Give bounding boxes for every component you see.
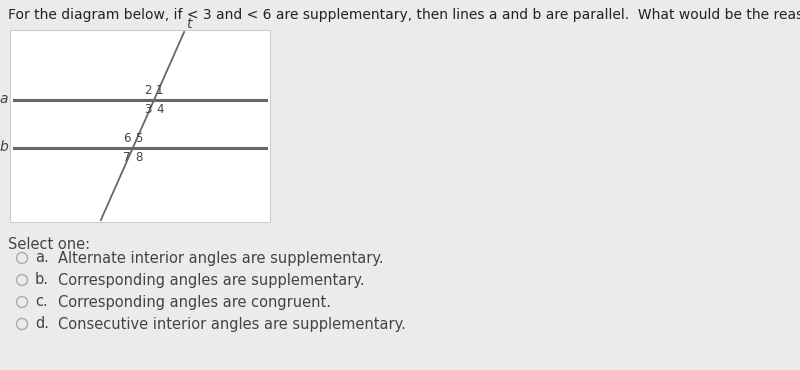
Text: 3: 3 [145, 103, 152, 116]
Text: Corresponding angles are supplementary.: Corresponding angles are supplementary. [58, 272, 365, 287]
Text: b.: b. [35, 272, 49, 287]
Text: 4: 4 [156, 103, 163, 116]
Text: Alternate interior angles are supplementary.: Alternate interior angles are supplement… [58, 250, 384, 266]
Text: 2: 2 [145, 84, 152, 97]
Text: a.: a. [35, 250, 49, 266]
Text: 6: 6 [123, 132, 130, 145]
Text: b: b [0, 140, 8, 154]
Text: Select one:: Select one: [8, 237, 90, 252]
Text: Corresponding angles are congruent.: Corresponding angles are congruent. [58, 295, 331, 309]
Text: a: a [0, 92, 8, 106]
Text: Consecutive interior angles are supplementary.: Consecutive interior angles are suppleme… [58, 316, 406, 332]
Text: d.: d. [35, 316, 49, 332]
Text: 1: 1 [156, 84, 163, 97]
FancyBboxPatch shape [10, 30, 270, 222]
Text: For the diagram below, if < 3 and < 6 are supplementary, then lines a and b are : For the diagram below, if < 3 and < 6 ar… [8, 8, 800, 22]
Text: c.: c. [35, 295, 48, 309]
Text: 5: 5 [134, 132, 142, 145]
Text: 8: 8 [134, 151, 142, 164]
Text: 7: 7 [123, 151, 130, 164]
Text: t: t [186, 17, 192, 31]
